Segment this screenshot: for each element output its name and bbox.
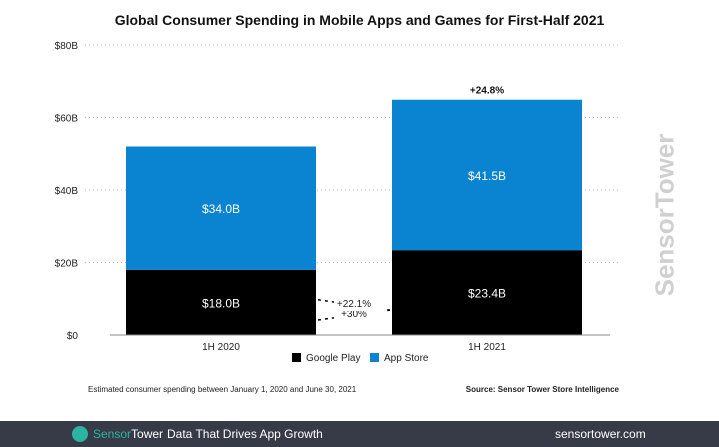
source: Source: Sensor Tower Store Intelligence — [465, 385, 619, 394]
footer-url[interactable]: sensortower.com — [555, 427, 646, 441]
legend-label: Google Play — [306, 353, 360, 364]
bar-segment — [392, 250, 582, 335]
sensortower-logo-icon — [72, 426, 88, 442]
y-tick-label: $80B — [55, 41, 79, 52]
bar-segment — [392, 99, 582, 251]
y-tick-label: $60B — [55, 114, 79, 125]
chart-title: Global Consumer Spending in Mobile Apps … — [114, 12, 605, 28]
total-growth-label: +24.8% — [470, 86, 504, 97]
bar-segment — [126, 269, 316, 335]
footer-tagline: Data That Drives App Growth — [167, 427, 323, 441]
bar-segment — [126, 146, 316, 270]
growth-label: +22.1% — [337, 299, 371, 310]
legend-swatch — [292, 353, 301, 362]
y-tick-label: $20B — [55, 259, 79, 270]
growth-label: +30% — [341, 309, 367, 320]
x-tick-label: 1H 2020 — [202, 342, 240, 353]
data-label: $23.4B — [468, 287, 506, 301]
data-label: $41.5B — [468, 169, 506, 183]
legend-label: App Store — [384, 353, 429, 364]
y-tick-label: $0 — [67, 331, 79, 342]
y-tick-label: $40B — [55, 186, 79, 197]
footer-brand: SensorTower — [93, 427, 164, 441]
x-tick-label: 1H 2021 — [468, 342, 506, 353]
footer-bar: SensorTower Data That Drives App Growth … — [0, 421, 719, 447]
chart: $0 $20B $40B $60B $80B $18.0B $34.0B 1H 2020 $23… — [55, 41, 620, 364]
data-label: $34.0B — [202, 202, 240, 216]
legend-swatch — [370, 353, 379, 362]
data-label: $18.0B — [202, 296, 240, 310]
footnote: Estimated consumer spending between Janu… — [88, 385, 357, 394]
